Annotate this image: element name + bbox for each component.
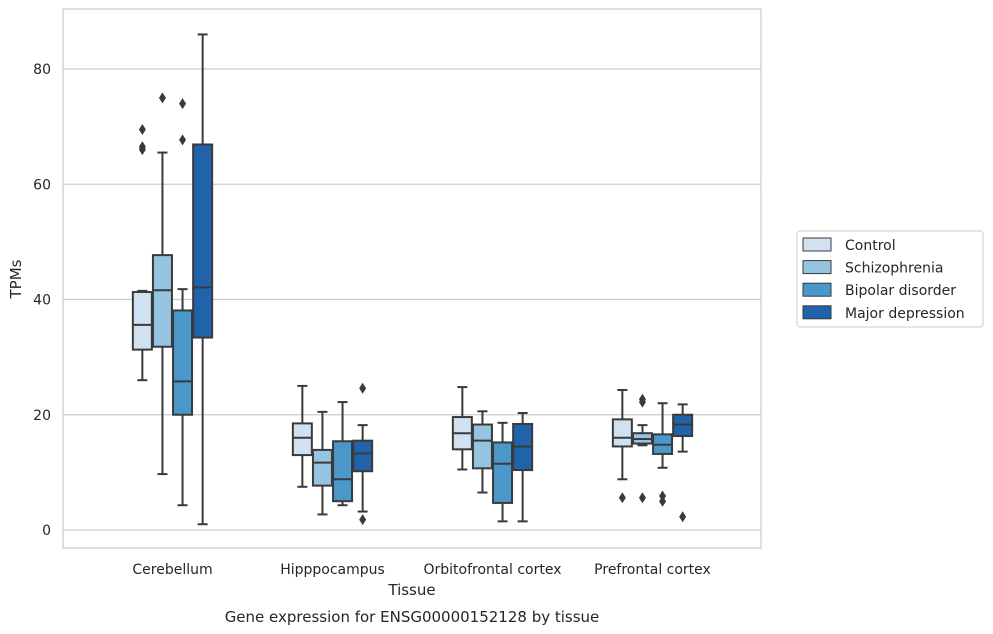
outlier-point (359, 514, 367, 526)
box-0-0 (131, 124, 153, 382)
outlier-point (179, 134, 187, 146)
box-1-3 (352, 382, 374, 526)
chart-caption: Gene expression for ENSG00000152128 by t… (225, 608, 600, 626)
outlier-point (679, 511, 687, 523)
legend-swatch (802, 260, 832, 275)
legend-swatch (802, 282, 832, 297)
legend-label: Major depression (845, 306, 965, 322)
box-body (192, 143, 214, 339)
y-tick-label: 20 (33, 408, 51, 424)
legend-items: Control Schizophrenia Bipolar disorder Majo… (802, 237, 965, 322)
box-0-2 (172, 98, 194, 507)
box-2-2 (492, 421, 514, 523)
box-1-2 (332, 401, 354, 507)
outlier-point (359, 382, 367, 394)
box-3-3 (672, 403, 694, 523)
box-0-1 (151, 92, 173, 476)
box-2-1 (471, 410, 493, 494)
box-body (131, 291, 153, 351)
y-tick-label: 0 (42, 523, 51, 539)
legend-label: Bipolar disorder (845, 283, 956, 299)
y-tick-label: 40 (33, 293, 51, 309)
x-tick-labels: Cerebellum Hipppocampus Orbitofrontal cort… (132, 562, 710, 578)
x-tick-label: Prefrontal cortex (594, 562, 711, 578)
box-body (492, 441, 514, 504)
box-2-0 (451, 386, 473, 471)
legend-swatch (802, 305, 832, 320)
x-tick-label: Orbitofrontal cortex (424, 562, 562, 578)
legend: Control Schizophrenia Bipolar disorder Majo… (796, 230, 984, 328)
x-axis-title: Tissue (387, 581, 435, 599)
box-3-1 (631, 393, 653, 504)
box-body (352, 439, 374, 473)
box-3-0 (611, 388, 633, 504)
y-tick-label: 60 (33, 177, 51, 193)
outlier-point (179, 98, 187, 110)
box-body (311, 448, 333, 487)
y-tick-label: 80 (33, 62, 51, 78)
outlier-point (638, 492, 646, 504)
outlier-point (638, 393, 646, 405)
x-tick-label: Cerebellum (132, 562, 212, 578)
legend-frame (796, 230, 984, 328)
outlier-point (659, 490, 667, 502)
outlier-point (158, 92, 166, 104)
box-body (172, 309, 194, 416)
legend-swatch (802, 237, 832, 252)
outlier-point (618, 492, 626, 504)
outlier-point (138, 124, 146, 136)
box-3-2 (652, 402, 674, 507)
box-body (291, 422, 313, 457)
box-0-3 (192, 33, 214, 526)
plot-frame (62, 8, 762, 549)
legend-label: Schizophrenia (845, 261, 943, 277)
box-1-1 (311, 410, 333, 516)
box-body (471, 423, 493, 470)
legend-label: Control (845, 238, 896, 254)
box-layer (131, 33, 694, 526)
box-1-0 (291, 384, 313, 488)
y-tick-labels: 0 20 40 60 80 (33, 62, 51, 539)
box-body (151, 254, 173, 348)
box-body (611, 418, 633, 448)
box-body (332, 440, 354, 503)
box-2-3 (512, 412, 534, 523)
outlier-point (138, 141, 146, 153)
x-tick-label: Hipppocampus (280, 562, 385, 578)
y-axis-title: TPMs (7, 259, 25, 299)
